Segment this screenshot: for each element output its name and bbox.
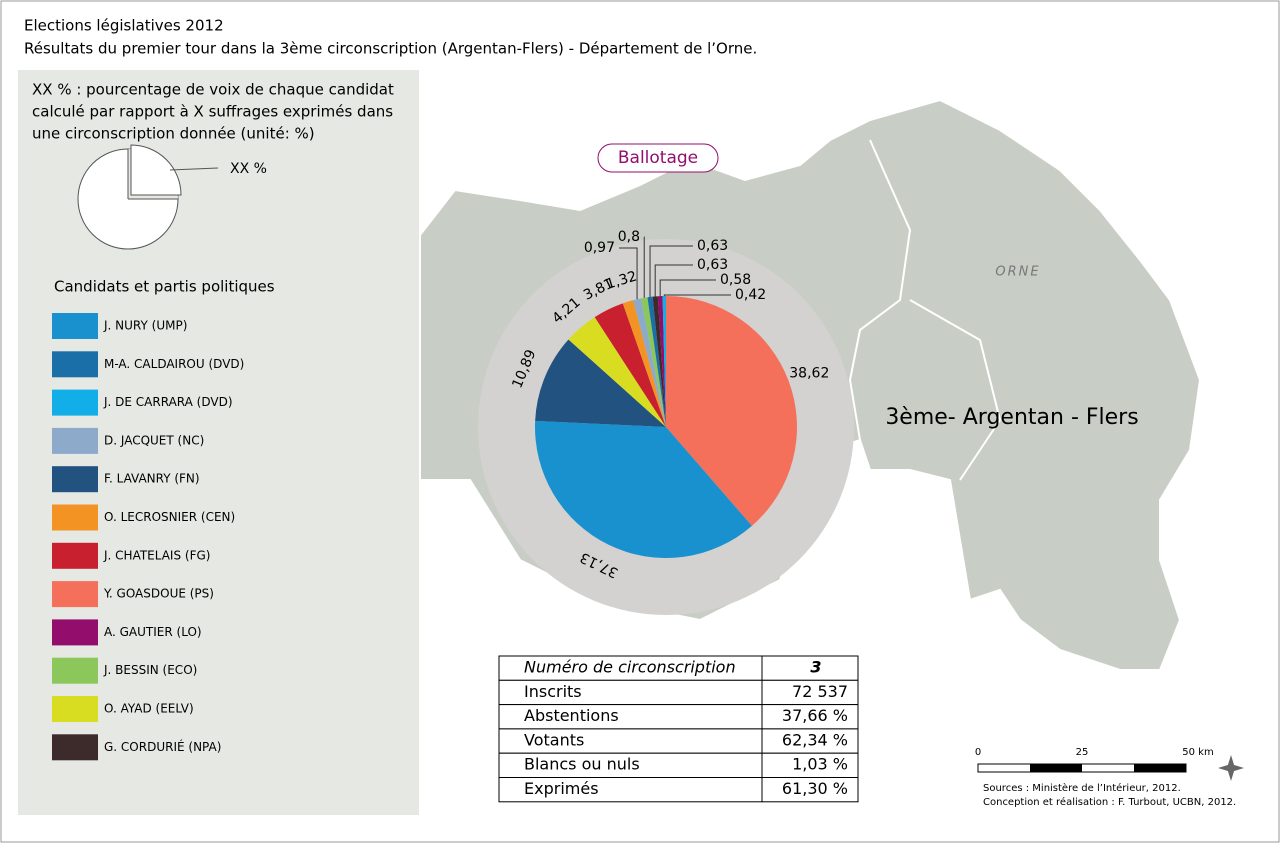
legend-swatch (52, 696, 98, 722)
legend-swatch (52, 351, 98, 377)
table-label: Blancs ou nuls (524, 755, 640, 774)
note-line: une circonscription donnée (unité: %) (32, 125, 315, 143)
legend-swatch (52, 390, 98, 416)
legend-label: M-A. CALDAIROU (DVD) (104, 357, 244, 371)
legend-label: G. CORDURIÉ (NPA) (104, 739, 221, 754)
district-label: 3ème- Argentan - Flers (885, 405, 1138, 430)
legend-label: J. CHATELAIS (FG) (103, 548, 210, 562)
source-line: Sources : Ministère de l’Intérieur, 2012… (983, 782, 1181, 794)
table-label: Numéro de circonscription (524, 658, 736, 677)
legend-label: F. LAVANRY (FN) (104, 472, 200, 486)
info-table: Numéro de circonscription 3 Inscrits 72 537… (499, 656, 858, 802)
legend-swatch (52, 505, 98, 531)
table-value: 61,30 % (782, 779, 848, 798)
badge-text: Ballotage (618, 148, 698, 168)
table-value: 72 537 (792, 682, 848, 701)
legend-label: O. AYAD (EELV) (104, 702, 194, 716)
legend-swatch (52, 581, 98, 607)
table-value: 37,66 % (782, 706, 848, 725)
subtitle: Résultats du premier tour dans la 3ème c… (24, 40, 757, 58)
value-label: 0,42 (735, 287, 766, 303)
table-value: 1,03 % (792, 755, 848, 774)
sample-label: XX % (230, 161, 267, 177)
value-label: 0,8 (618, 229, 640, 245)
legend-label: J. DE CARRARA (DVD) (103, 395, 233, 409)
legend-label: Y. GOASDOUE (PS) (103, 587, 214, 601)
legend-swatch (52, 619, 98, 645)
table-label: Votants (524, 730, 584, 749)
table-label: Exprimés (524, 779, 599, 798)
legend-label: O. LECROSNIER (CEN) (104, 510, 235, 524)
department-label: ORNE (995, 265, 1040, 280)
legend-label: D. JACQUET (NC) (104, 433, 204, 447)
table-value: 62,34 % (782, 730, 848, 749)
legend-label: J. NURY (UMP) (103, 319, 187, 333)
title: Elections législatives 2012 (24, 17, 224, 35)
legend-swatch (52, 734, 98, 760)
legend-heading: Candidats et partis politiques (54, 278, 275, 296)
source-line: Conception et réalisation : F. Turbout, … (983, 796, 1236, 808)
value-label: 0,97 (584, 240, 615, 256)
table-value: 3 (810, 658, 821, 677)
legend-swatch (52, 313, 98, 339)
scale-label: 50 km (1182, 747, 1213, 758)
legend-swatch (52, 658, 98, 684)
table-label: Inscrits (524, 682, 582, 701)
value-label: 0,58 (720, 272, 751, 288)
legend-label: A. GAUTIER (LO) (104, 625, 202, 639)
legend-swatch (52, 428, 98, 454)
note-line: XX % : pourcentage de voix de chaque can… (32, 81, 394, 99)
value-label: 0,63 (697, 257, 728, 273)
legend-swatch (52, 466, 98, 492)
note-line: calculé par rapport à X suffrages exprim… (32, 103, 393, 121)
legend-swatch (52, 543, 98, 569)
legend-label: J. BESSIN (ECO) (103, 663, 197, 677)
scale-label: 0 (975, 747, 981, 758)
value-label: 0,63 (697, 238, 728, 254)
value-label: 38,62 (789, 365, 829, 381)
scale-label: 25 (1076, 747, 1089, 758)
table-label: Abstentions (524, 706, 619, 725)
